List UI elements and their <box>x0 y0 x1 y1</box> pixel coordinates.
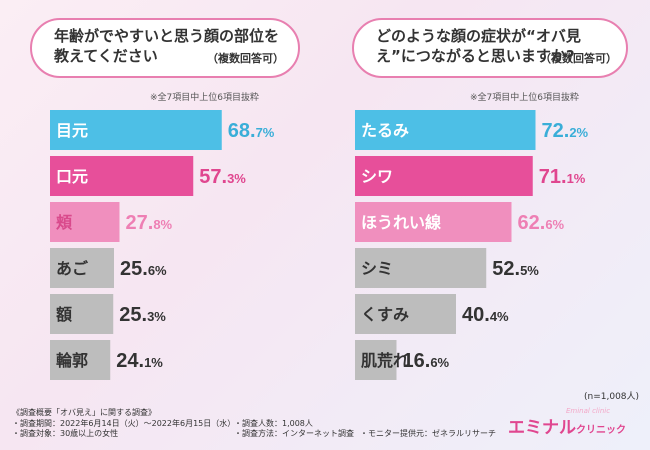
brand-logo: エミナルクリニック Eminal clinic <box>508 407 626 438</box>
chart1-category-label-1: 口元 <box>56 167 88 186</box>
chart2-category-label-0: たるみ <box>361 121 409 140</box>
chart1-bar-2 <box>50 202 120 242</box>
chart2-value-label-1: 71.1% <box>539 166 586 188</box>
chart1-category-label-4: 額 <box>55 305 72 324</box>
chart1-bar-5 <box>50 340 111 380</box>
chart2-bar-3 <box>355 248 487 288</box>
chart1-category-label-2: 頬 <box>56 213 73 232</box>
chart1-note: ※全7項目中上位6項目抜粋 <box>150 93 259 103</box>
chart2-category-label-1: シワ <box>361 167 393 186</box>
chart2-value-label-4: 40.4% <box>462 304 509 326</box>
chart2-bar-chart: たるみ 72.2% シワ 71.1% ほうれい線 62.6% シミ 52.5% くすみ 40.4%… <box>355 110 589 380</box>
chart2-note: ※全7項目中上位6項目抜粋 <box>470 93 579 103</box>
chart1-category-label-0: 目元 <box>56 121 88 140</box>
survey-provider: ・モニター提供元：ゼネラルリサーチ <box>360 429 496 438</box>
chart1-value-label-1: 57.3% <box>199 166 246 188</box>
chart2-bar-5 <box>355 340 397 380</box>
chart2-value-label-3: 52.5% <box>492 258 539 280</box>
chart2-category-label-2: ほうれい線 <box>361 213 441 232</box>
chart1-title-suffix: （複数回答可） <box>207 52 284 65</box>
chart2-category-label-3: シミ <box>361 259 393 278</box>
chart1-question-bubble: 年齢がでやすいと思う顔の部位を教えてください （複数回答可） <box>30 18 300 78</box>
chart2-title-suffix: （複数回答可） <box>540 52 617 65</box>
chart1-value-label-4: 25.3% <box>119 304 166 326</box>
survey-overview: 《調査概要「オバ見え」に関する調査》 ・調査期間：2022年6月14日（火）〜2… <box>12 408 496 440</box>
chart2-value-label-0: 72.2% <box>542 120 589 142</box>
chart1-value-label-5: 24.1% <box>116 350 163 372</box>
chart1-category-label-5: 輪郭 <box>56 351 88 370</box>
chart2-title: どのような顔の症状が“オバ見え”につながると思いますか? <box>376 27 581 65</box>
chart1-value-label-2: 27.8% <box>126 212 173 234</box>
chart2-bar-1 <box>355 156 533 196</box>
logo-main-text: エミナル <box>508 418 576 438</box>
chart1-category-label-3: あご <box>56 259 88 278</box>
chart2-value-label-5: 16.6% <box>403 350 450 372</box>
chart2-category-label-5: 肌荒れ <box>361 351 409 370</box>
survey-period: ・調査期間：2022年6月14日（火）〜2022年6月15日（水） <box>12 418 236 428</box>
chart1-value-label-3: 25.6% <box>120 258 167 280</box>
survey-target: ・調査対象：30歳以上の女性 <box>12 429 119 438</box>
chart2-bar-2 <box>355 202 512 242</box>
chart1-bar-4 <box>50 294 114 334</box>
logo-sub-text: クリニック <box>576 425 626 436</box>
chart1-bar-chart: 目元 68.7% 口元 57.3% 頬 27.8% あご 25.6% 額 25.3% 輪郭 24.1% <box>50 110 275 380</box>
chart2-bar-4 <box>355 294 456 334</box>
chart1-bar-3 <box>50 248 114 288</box>
logo-script-text: Eminal clinic <box>566 407 611 415</box>
chart1-bar-1 <box>50 156 194 196</box>
chart2-value-label-2: 62.6% <box>518 212 565 234</box>
chart1-title: 年齢がでやすいと思う顔の部位を教えてください <box>54 27 280 65</box>
sample-size-note: (n=1,008人) <box>584 392 640 402</box>
chart1-bar-0 <box>50 110 222 150</box>
survey-heading: 《調査概要「オバ見え」に関する調査》 <box>12 408 156 417</box>
survey-people: ・調査人数：1,008人 <box>234 418 313 428</box>
chart2-question-bubble: どのような顔の症状が“オバ見え”につながると思いますか? （複数回答可） <box>352 18 628 78</box>
chart2-category-label-4: くすみ <box>361 305 409 324</box>
chart2-bar-0 <box>355 110 536 150</box>
survey-method: ・調査方法：インターネット調査 <box>234 429 354 438</box>
chart1-value-label-0: 68.7% <box>228 120 275 142</box>
